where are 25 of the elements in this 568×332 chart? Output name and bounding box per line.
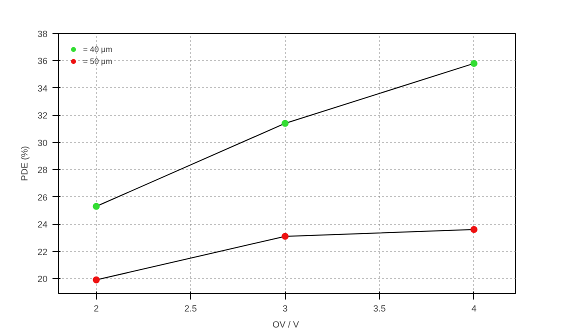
x-axis-title: OV / V (272, 320, 300, 330)
y-tick-label: 28 (37, 165, 48, 176)
legend-label: = 40 μm (83, 44, 112, 55)
point (282, 232, 289, 240)
point (470, 226, 478, 234)
legend-label: = 50 μm (83, 56, 112, 67)
point (92, 202, 100, 210)
x-tick-label: 3 (282, 304, 288, 314)
y-tick-label: 26 (37, 192, 48, 202)
point (470, 60, 478, 67)
point (282, 120, 289, 127)
y-tick-label: 32 (37, 110, 48, 121)
y-axis-title: PDE (%) (19, 146, 30, 181)
y-tick-label: 34 (37, 83, 48, 94)
y-tick-label: 30 (37, 138, 48, 148)
y-tick-label: 20 (37, 274, 48, 284)
x-tick-label: 2.5 (184, 304, 197, 314)
y-tick-label: 36 (37, 56, 48, 66)
y-tick-label: 38 (37, 29, 48, 39)
x-tick-label: 4 (471, 304, 476, 314)
x-tick-label: 3.5 (373, 304, 386, 314)
x-tick-label: 2 (94, 304, 99, 314)
y-tick-label: 24 (37, 220, 48, 230)
point (92, 276, 100, 284)
y-tick-label: 22 (37, 246, 48, 257)
